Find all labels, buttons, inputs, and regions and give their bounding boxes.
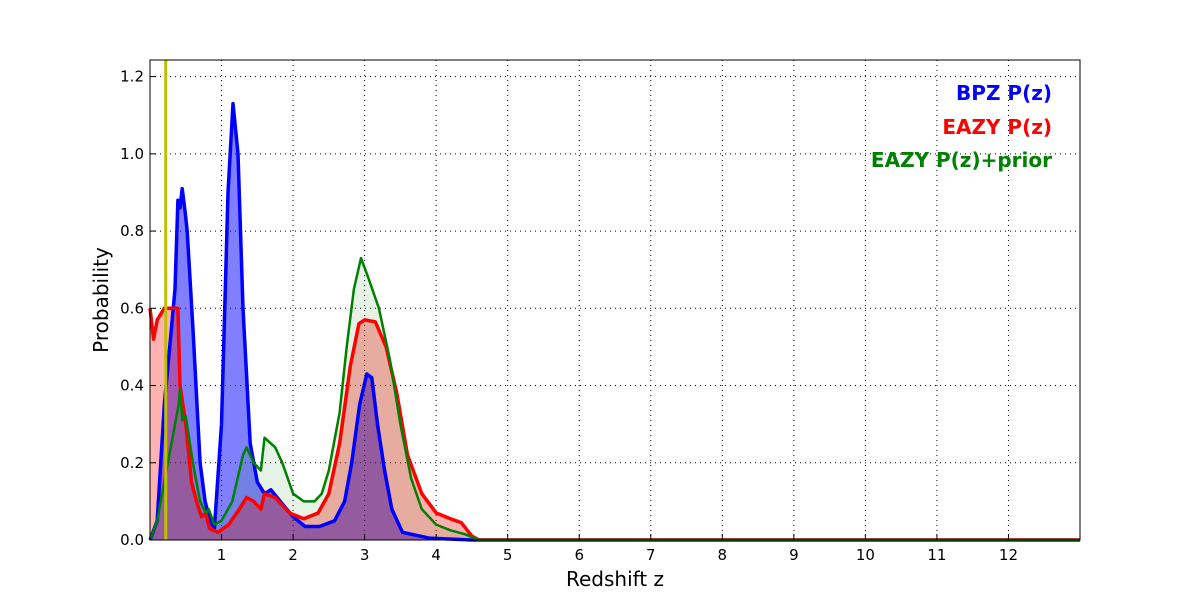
x-tick-label: 4	[431, 546, 441, 564]
x-tick-label: 9	[789, 546, 799, 564]
y-tick-label: 0.8	[120, 222, 144, 240]
y-ticks: 0.0 0.2 0.4 0.6 0.8 1.0 1.2	[120, 68, 156, 549]
x-tick-label: 3	[360, 546, 370, 564]
x-tick-label: 6	[574, 546, 584, 564]
fill-eazy-p-z	[150, 308, 1080, 540]
x-tick-label: 2	[288, 546, 298, 564]
line-eazy-p-z-prior	[148, 256, 1080, 542]
x-tick-label: 10	[856, 546, 875, 564]
series-lines	[148, 101, 1080, 542]
x-tick-label: 7	[646, 546, 656, 564]
legend-bpz: BPZ P(z)	[956, 81, 1052, 105]
fill-bpz-p-z	[150, 103, 1080, 540]
y-axis-label: Probability	[89, 247, 113, 353]
y-tick-label: 0.2	[120, 454, 144, 472]
x-tick-label: 11	[927, 546, 946, 564]
grid	[150, 60, 1080, 541]
y-tick-label: 0.0	[120, 531, 144, 549]
line-eazy-p-z	[148, 306, 1080, 542]
y-tick-label: 0.6	[120, 299, 144, 317]
x-tick-label: 8	[718, 546, 728, 564]
plot-frame	[149, 59, 1081, 541]
legend: BPZ P(z) EAZY P(z) EAZY P(z)+prior	[871, 81, 1052, 172]
line-bpz-p-z	[148, 101, 1080, 542]
x-ticks: 1 2 3 4 5 6 7 8 9 10 11 12	[217, 534, 1018, 564]
x-tick-label: 5	[503, 546, 513, 564]
y-tick-label: 0.4	[120, 377, 144, 395]
fill-eazy-p-z-prior	[150, 258, 1080, 540]
legend-eazy-prior: EAZY P(z)+prior	[871, 148, 1052, 172]
x-axis-label: Redshift z	[566, 567, 664, 591]
legend-eazy: EAZY P(z)	[942, 115, 1052, 139]
x-tick-label: 1	[217, 546, 227, 564]
x-tick-label: 12	[999, 546, 1018, 564]
y-tick-label: 1.0	[120, 145, 144, 163]
y-tick-label: 1.2	[120, 68, 144, 86]
